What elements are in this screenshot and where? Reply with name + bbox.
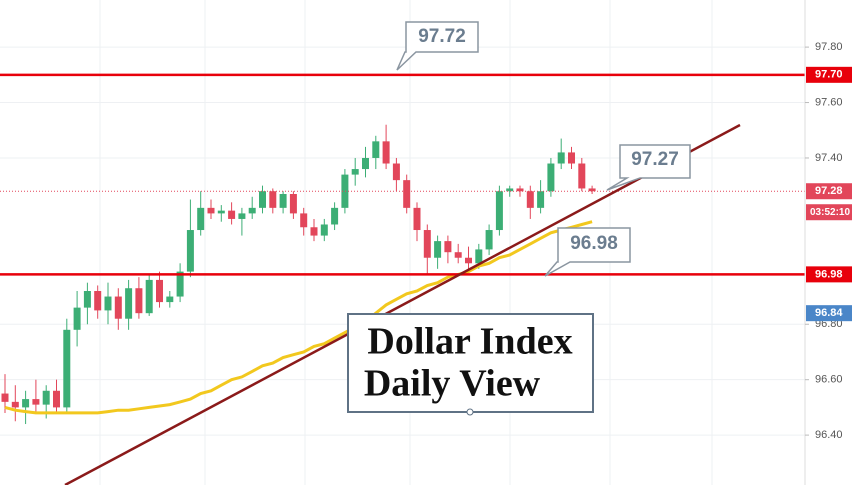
callout: 97.72 [396,21,479,71]
price-tag [806,66,852,83]
callout-box [396,21,479,71]
candle-body [537,191,545,208]
candle-body [485,230,493,250]
candle-body [588,188,596,192]
candle-body [53,390,60,408]
callout-label: 97.72 [418,26,466,47]
candle-body [207,207,215,214]
candle-body [557,152,565,164]
candle-body [341,174,349,208]
title-line: Daily View [364,363,541,405]
candle-body [42,390,50,405]
candle-body [289,194,297,214]
candle-body [568,152,575,164]
candle-body [32,399,40,405]
candle-body [83,291,91,308]
price-tags: 97.70 97.28 96.98 96.84 03:52:10 [806,66,852,322]
candle-body [125,288,133,319]
candle-body [506,188,514,192]
title-line: Dollar Index [367,321,572,363]
countdown-label: 03:52:10 [810,207,850,218]
candle-body [300,213,308,228]
price-tag-label: 97.70 [815,69,843,81]
callout-box [544,227,631,277]
candle-body [22,399,30,408]
candle-body [156,279,163,303]
candle-body [114,296,122,319]
moving-average [4,220,593,415]
candle-body [444,241,452,253]
y-tick-label: 96.60 [815,374,843,386]
candle-body [1,393,9,402]
candle-body [217,210,225,214]
candle-body [392,163,400,181]
y-tick-label: 97.40 [815,152,843,164]
candle-body [197,207,205,231]
candle-body [63,329,71,408]
candle-body [11,401,19,408]
callout: 97.27 [606,144,691,191]
candle-body [526,191,534,208]
price-tag-label: 96.84 [815,307,843,319]
candle-body [176,271,184,297]
candle-body [547,163,555,192]
candle-body [413,207,421,231]
candle-body [186,230,194,272]
callout: 96.98 [544,227,631,277]
candle-body [145,279,153,314]
price-tag-label: 96.98 [815,268,843,280]
title-frame [347,313,594,413]
y-tick-label: 97.80 [815,41,843,53]
candle-body [495,191,503,231]
candle-body [166,296,174,303]
price-tag [806,183,852,200]
candle-body [73,307,81,330]
candle-body [351,169,359,175]
candle-body [310,227,318,236]
candle-body [434,241,442,258]
countdown-tag [806,204,852,221]
candle-body [578,163,586,189]
y-tick-label: 96.40 [815,429,843,441]
callout-box [606,144,691,191]
price-tag-label: 97.28 [815,185,843,197]
candle-body [238,213,246,219]
trend-line [64,123,741,485]
candle-body [423,230,431,258]
candle-body [104,296,112,311]
price-tag [806,305,852,322]
candle-body [279,194,287,208]
plot [0,73,805,425]
candle-body [269,191,277,208]
candle-body [320,224,328,236]
candle-body [228,210,236,219]
candle-body [403,180,411,208]
candle-body [454,252,462,258]
candle-body [382,141,390,164]
candle-body [516,188,524,192]
price-tag [806,266,852,283]
candle-body [135,288,143,314]
candle-body [248,207,256,214]
anchor-dot [466,408,474,416]
candle-body [362,157,369,170]
title-box: Dollar Index Daily View [347,313,594,416]
candle-body [475,249,483,264]
callout-label: 97.27 [631,149,679,170]
candle-body [331,207,339,225]
candle-body [372,141,380,158]
candle-body [94,291,102,311]
candle-body [465,257,472,264]
y-tick-label: 97.60 [815,96,843,108]
candle-body [259,191,266,208]
callout-label: 96.98 [570,233,618,254]
